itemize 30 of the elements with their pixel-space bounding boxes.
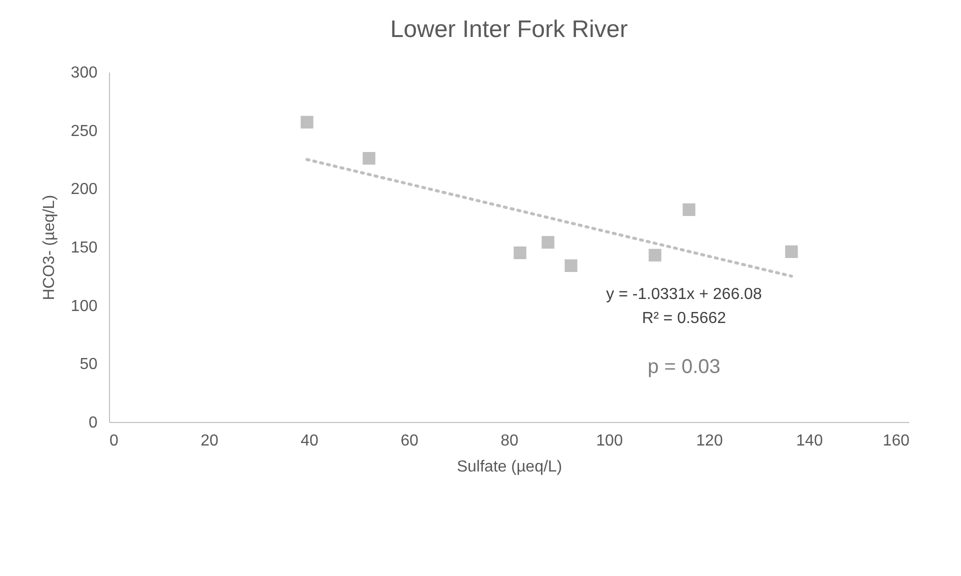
x-tick-label: 120: [696, 432, 723, 450]
y-tick-label: 250: [70, 122, 98, 140]
x-tick-label: 100: [596, 432, 623, 450]
y-tick-label: 150: [70, 240, 98, 256]
point: [785, 245, 798, 258]
y-tick-label: 200: [70, 181, 98, 198]
point: [648, 248, 662, 262]
x-tick-label: 20: [200, 432, 218, 450]
x-tick-label: 160: [882, 432, 910, 450]
x-tick-label: 0: [110, 432, 118, 450]
chart-title: Lower Inter Fork River: [390, 16, 628, 43]
point: [682, 203, 696, 216]
point: [564, 259, 578, 272]
y-tick-label: 50: [80, 356, 98, 374]
point: [542, 236, 554, 249]
annotation: y = -1.0331x + 266.08: [606, 286, 762, 303]
x-axis-title: Sulfate (µeq/L): [456, 458, 562, 476]
y-tick-label: 300: [70, 64, 98, 82]
y-tick-label: 100: [70, 298, 98, 315]
point: [362, 152, 376, 165]
y-axis-title: HCO3- (µeq/L): [40, 194, 58, 300]
y-tick-label: 0: [88, 414, 98, 432]
x-tick-label: 80: [500, 432, 518, 450]
annotation: R² = 0.5662: [642, 310, 726, 327]
x-tick-label: 140: [796, 432, 823, 450]
point: [300, 116, 314, 128]
annotation: p = 0.03: [648, 356, 720, 378]
point: [514, 246, 526, 260]
x-tick-label: 40: [300, 432, 318, 450]
x-tick-label: 60: [400, 432, 418, 450]
